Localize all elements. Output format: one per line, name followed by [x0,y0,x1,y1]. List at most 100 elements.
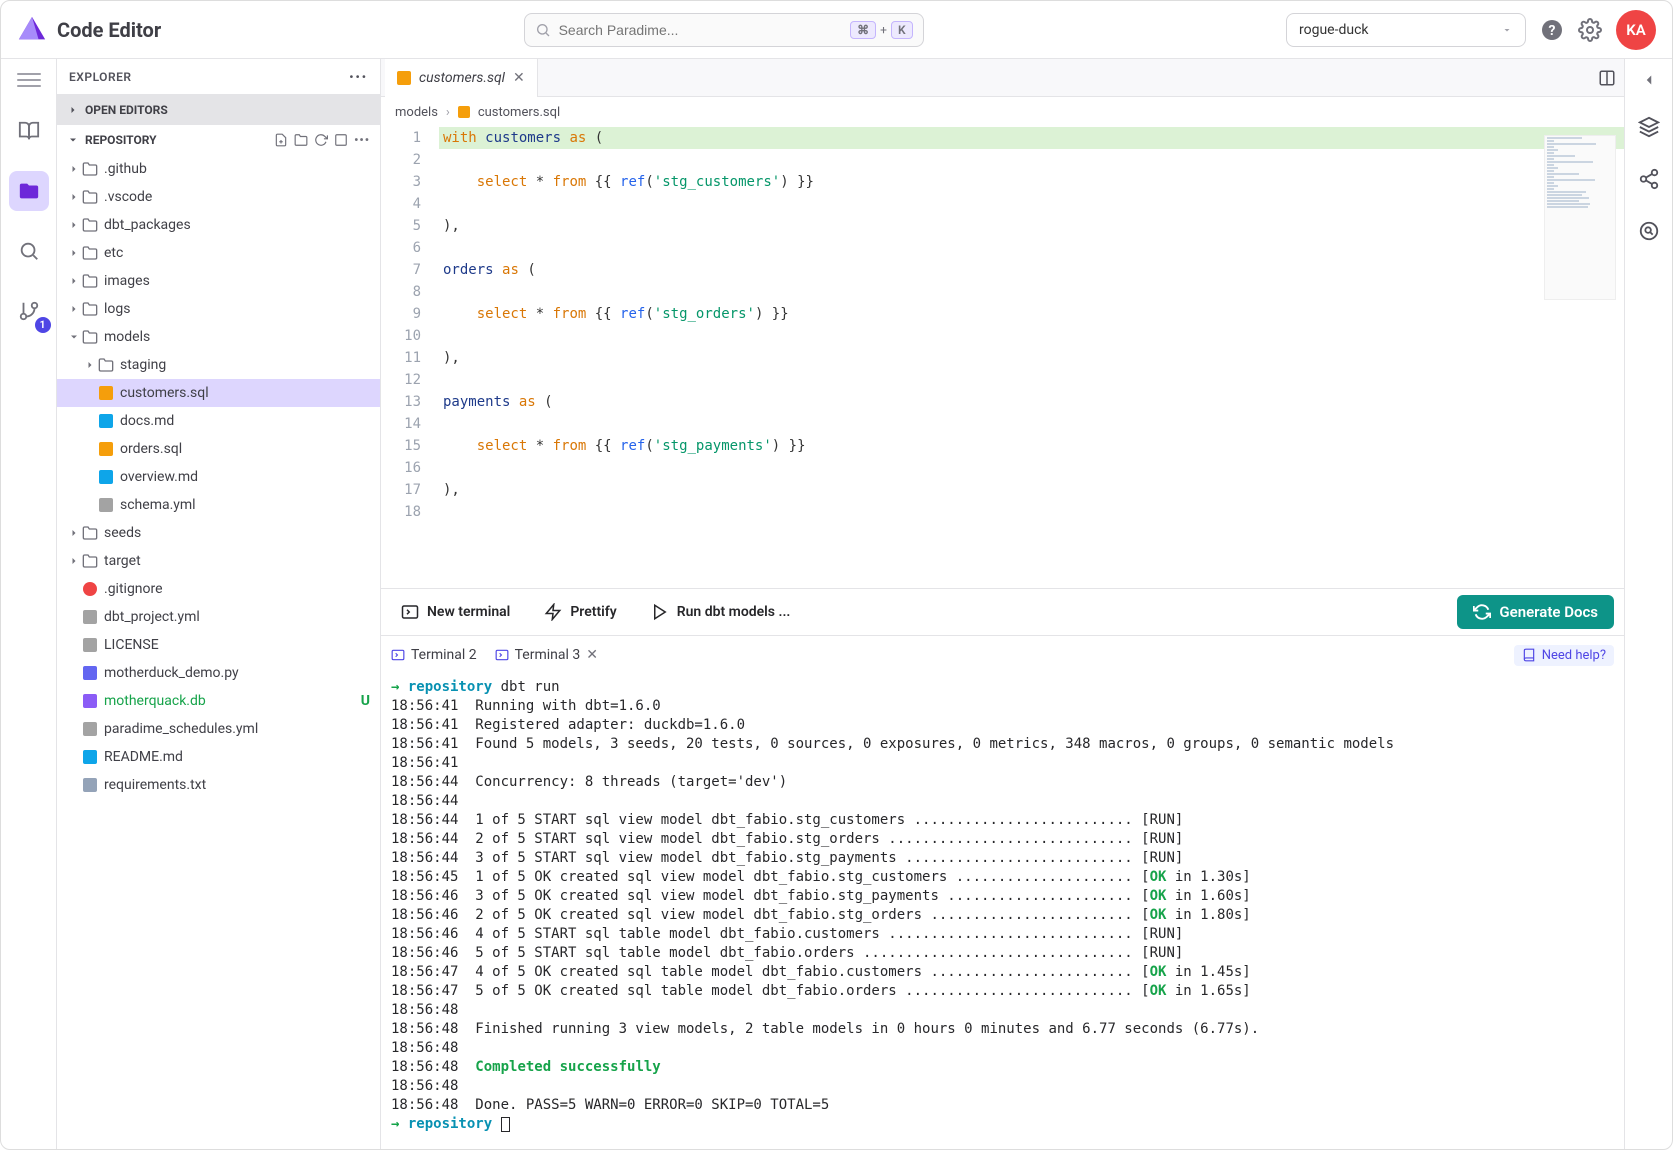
rightbar-layers[interactable] [1635,113,1663,141]
refresh-icon[interactable] [314,133,328,147]
tree-row[interactable]: target [57,547,380,575]
explorer-header: EXPLORER ••• [57,59,380,95]
terminal-tabs: Terminal 2 Terminal 3✕ Need help? [381,636,1624,674]
prettify-button[interactable]: Prettify [534,597,626,627]
menu-toggle-icon[interactable] [17,73,41,91]
more-icon[interactable]: ••• [354,133,370,147]
tree-row[interactable]: .github [57,155,380,183]
line-gutter: 123456789101112131415161718 [381,127,439,588]
circle-search-icon [1638,220,1660,242]
cmd-key-icon: ⌘ [850,21,876,39]
search-box[interactable]: ⌘ + K [524,13,924,47]
tree-row[interactable]: schema.yml [57,491,380,519]
new-file-icon[interactable] [274,133,288,147]
gear-icon[interactable] [1578,18,1602,42]
tree-row[interactable]: requirements.txt [57,771,380,799]
code-editor[interactable]: 123456789101112131415161718 with custome… [381,127,1624,588]
open-editors-section[interactable]: OPEN EDITORS [57,95,380,125]
repository-section[interactable]: REPOSITORY ••• [57,125,380,155]
sql-file-icon [397,71,411,85]
tree-row[interactable]: etc [57,239,380,267]
tree-row[interactable]: motherduck_demo.py [57,659,380,687]
tree-row[interactable]: customers.sql [57,379,380,407]
need-help-button[interactable]: Need help? [1514,645,1614,666]
terminal-toolbar: New terminal Prettify Run dbt models ...… [381,588,1624,636]
breadcrumb: models › customers.sql [381,97,1624,127]
collapse-right-icon[interactable] [1640,71,1658,89]
code-lines[interactable]: with customers as ( select * from {{ ref… [439,127,1624,588]
explorer: EXPLORER ••• OPEN EDITORS REPOSITORY ••• [57,59,381,1149]
help-icon[interactable]: ? [1540,18,1564,42]
tree-row[interactable]: .gitignore [57,575,380,603]
iconbar: 1 [1,59,57,1149]
breadcrumb-root[interactable]: models [395,105,438,120]
sql-file-icon [458,106,470,118]
iconbar-search[interactable] [9,231,49,271]
file-tree: .github.vscodedbt_packagesetcimageslogsm… [57,155,380,1149]
play-icon [651,603,669,621]
iconbar-book[interactable] [9,111,49,151]
svg-text:?: ? [1549,23,1556,39]
collapse-icon[interactable] [334,133,348,147]
generate-docs-button[interactable]: Generate Docs [1457,595,1614,629]
header: Code Editor ⌘ + K rogue-duck ? KA [1,1,1672,59]
folder-icon [18,180,40,202]
tree-row[interactable]: .vscode [57,183,380,211]
chevron-down-icon [1501,24,1513,36]
iconbar-git[interactable]: 1 [9,291,49,331]
close-icon[interactable]: ✕ [513,70,525,86]
book-icon [18,120,40,142]
search-input[interactable] [559,22,843,38]
git-badge: 1 [35,317,51,333]
tree-row[interactable]: paradime_schedules.yml [57,715,380,743]
search-icon [18,240,40,262]
tree-row[interactable]: staging [57,351,380,379]
rightbar-lineage[interactable] [1635,165,1663,193]
run-dbt-button[interactable]: Run dbt models ... [641,597,801,627]
editor-column: customers.sql ✕ models › customers.sql 1… [381,59,1624,1149]
tree-row[interactable]: overview.md [57,463,380,491]
paradime-logo-icon [17,15,47,45]
tree-row[interactable]: motherquack.dbU [57,687,380,715]
logo: Code Editor [17,15,161,45]
terminal-tab[interactable]: Terminal 2 [391,647,477,663]
avatar[interactable]: KA [1616,10,1656,50]
tree-row[interactable]: models [57,323,380,351]
tree-row[interactable]: dbt_packages [57,211,380,239]
search-shortcut: ⌘ + K [850,21,912,39]
share-icon [1638,168,1660,190]
new-folder-icon[interactable] [294,133,308,147]
explorer-menu-icon[interactable]: ••• [349,70,368,84]
lightning-icon [544,603,562,621]
editor-tabs: customers.sql ✕ [381,59,1624,97]
tree-row[interactable]: images [57,267,380,295]
terminal-tab[interactable]: Terminal 3✕ [495,647,598,663]
layers-icon [1638,116,1660,138]
tab-customers-sql[interactable]: customers.sql ✕ [385,59,538,97]
tree-row[interactable]: orders.sql [57,435,380,463]
terminal-icon [401,603,419,621]
chevron-right-icon [67,104,79,116]
app-title: Code Editor [57,18,161,42]
search-icon [535,22,551,38]
rightbar-preview[interactable] [1635,217,1663,245]
new-terminal-button[interactable]: New terminal [391,597,520,627]
repository-actions: ••• [274,133,370,147]
book-icon [1522,648,1536,662]
minimap[interactable] [1544,135,1616,300]
workspace-select[interactable]: rogue-duck [1286,13,1526,47]
split-editor-icon[interactable] [1590,69,1624,87]
tree-row[interactable]: docs.md [57,407,380,435]
breadcrumb-file[interactable]: customers.sql [478,105,560,120]
tree-row[interactable]: seeds [57,519,380,547]
tree-row[interactable]: LICENSE [57,631,380,659]
tree-row[interactable]: dbt_project.yml [57,603,380,631]
right-sidebar [1624,59,1672,1149]
terminal-output[interactable]: → repository dbt run18:56:41 Running wit… [381,674,1624,1149]
tree-row[interactable]: README.md [57,743,380,771]
iconbar-files[interactable] [9,171,49,211]
tree-row[interactable]: logs [57,295,380,323]
refresh-icon [1473,603,1491,621]
chevron-down-icon [67,134,79,146]
close-icon[interactable]: ✕ [586,647,598,663]
